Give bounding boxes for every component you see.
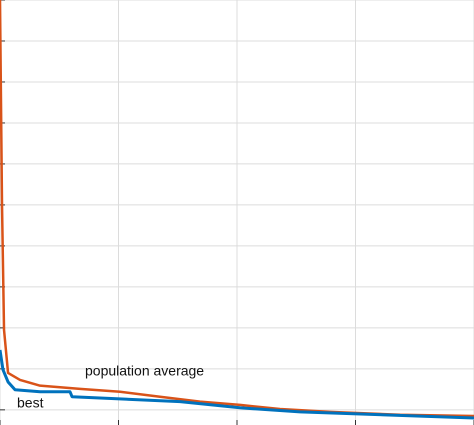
- annotation: best: [17, 395, 44, 411]
- annotation: population average: [85, 363, 204, 379]
- series-line: [0, 349, 474, 420]
